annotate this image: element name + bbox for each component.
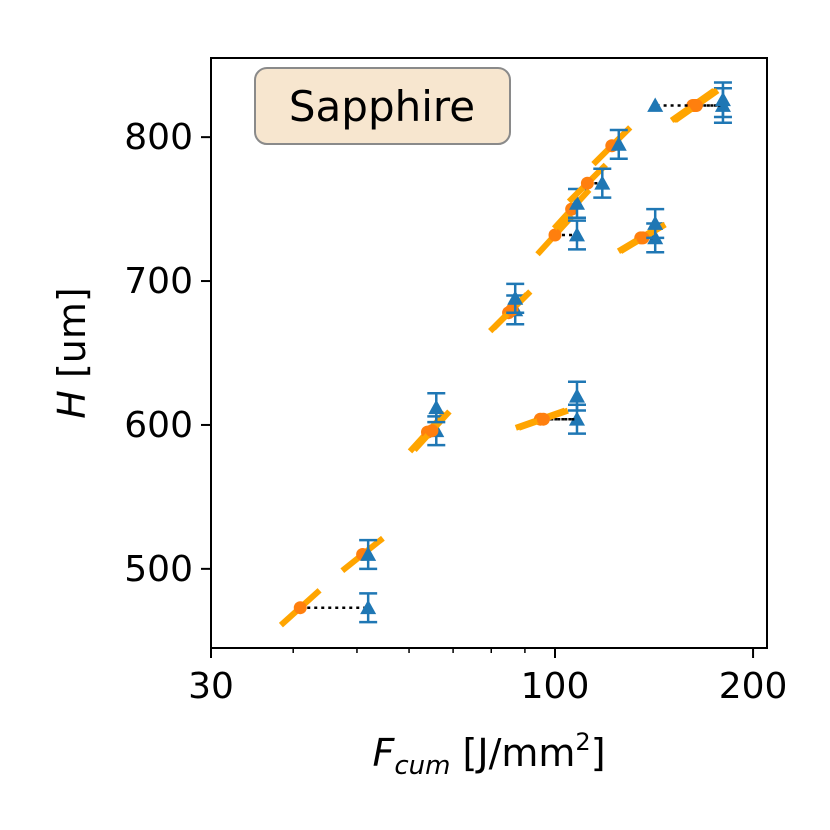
circle-point: [536, 412, 550, 426]
x-tick-label: 100: [521, 666, 590, 707]
circle-point: [293, 601, 307, 615]
triangle-point: [647, 97, 664, 112]
y-axis-label: H [um]: [50, 287, 94, 418]
triangle-point: [428, 399, 445, 415]
x-tick-label: 30: [188, 666, 234, 707]
circle-point: [636, 231, 650, 245]
triangle-point: [610, 136, 627, 151]
triangle-point: [360, 599, 377, 615]
triangle-point: [647, 215, 664, 230]
circle-point: [425, 424, 439, 438]
triangle-point: [507, 290, 524, 305]
plot-area: [278, 81, 732, 628]
y-tick-label: 600: [124, 405, 193, 446]
triangle-point: [568, 388, 585, 403]
circle-point: [689, 98, 703, 112]
triangle-point: [568, 411, 585, 426]
circle-point: [548, 228, 562, 242]
chart-title: Sapphire: [289, 82, 475, 131]
y-tick-label: 800: [124, 117, 193, 158]
triangle-point: [714, 91, 731, 107]
x-tick-label: 200: [719, 666, 788, 707]
axis-ticks: 30 100 200 500 600 700 800: [124, 117, 787, 707]
chart-title-box: Sapphire: [254, 67, 511, 145]
y-tick-label: 500: [124, 549, 193, 590]
triangle-point: [594, 175, 611, 190]
circle-point: [580, 176, 594, 190]
triangle-point: [568, 227, 585, 242]
triangle-point: [360, 546, 377, 561]
triangle-point: [568, 195, 585, 210]
plot-frame: [210, 57, 768, 649]
x-axis-label: Fcum [J/mm2]: [372, 728, 605, 781]
y-tick-label: 700: [124, 261, 193, 302]
